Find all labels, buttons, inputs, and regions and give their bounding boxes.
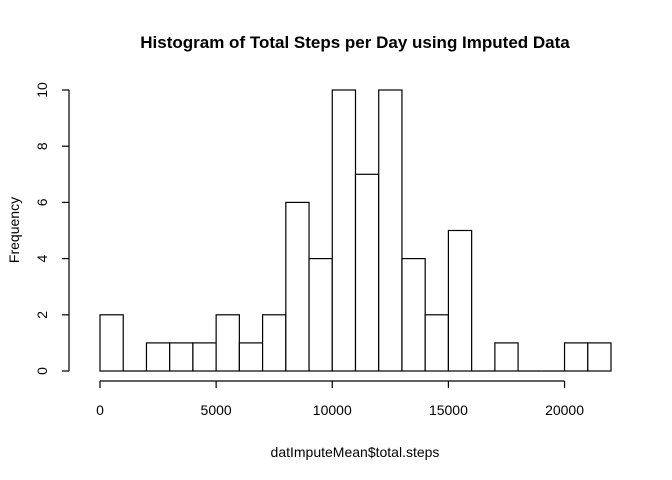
histogram-bar: [192, 342, 217, 372]
x-tick-label: 0: [96, 402, 104, 418]
histogram-bar: [378, 89, 403, 372]
histogram-bar: [401, 258, 426, 372]
histogram-bar: [145, 342, 171, 372]
y-tick-label: 10: [34, 82, 50, 98]
x-tick-label: 5000: [201, 402, 232, 418]
x-tick-label: 15000: [429, 402, 468, 418]
histogram-bar: [354, 173, 380, 372]
histogram-bar: [424, 314, 450, 372]
histogram-bar: [563, 342, 589, 372]
histogram-bar: [238, 342, 264, 372]
x-axis: 0 5000 10000 15000 20000: [96, 380, 584, 418]
chart-title: Histogram of Total Steps per Day using I…: [140, 33, 570, 52]
y-tick-label: 0: [34, 367, 50, 375]
histogram-bar: [331, 89, 357, 372]
histogram-bar: [215, 314, 240, 372]
y-tick-label: 8: [34, 142, 50, 150]
y-tick-label: 2: [34, 311, 50, 319]
histogram-bar: [447, 229, 473, 372]
histogram-bar: [169, 342, 194, 372]
histogram-bar: [285, 201, 310, 372]
x-axis-label: datImputeMean$total.steps: [271, 444, 440, 460]
histogram-bar: [494, 342, 519, 372]
y-axis: 0 2 4 6 8 10: [34, 82, 70, 375]
histogram-bar: [308, 258, 333, 372]
bars-group: [99, 89, 612, 372]
y-axis-label: Frequency: [6, 197, 22, 263]
histogram-bar: [261, 314, 287, 372]
histogram-bar: [587, 342, 612, 372]
y-tick-label: 4: [34, 254, 50, 262]
x-tick-label: 10000: [313, 402, 352, 418]
y-tick-label: 6: [34, 198, 50, 206]
histogram-bar: [99, 314, 124, 372]
x-tick-label: 20000: [545, 402, 584, 418]
